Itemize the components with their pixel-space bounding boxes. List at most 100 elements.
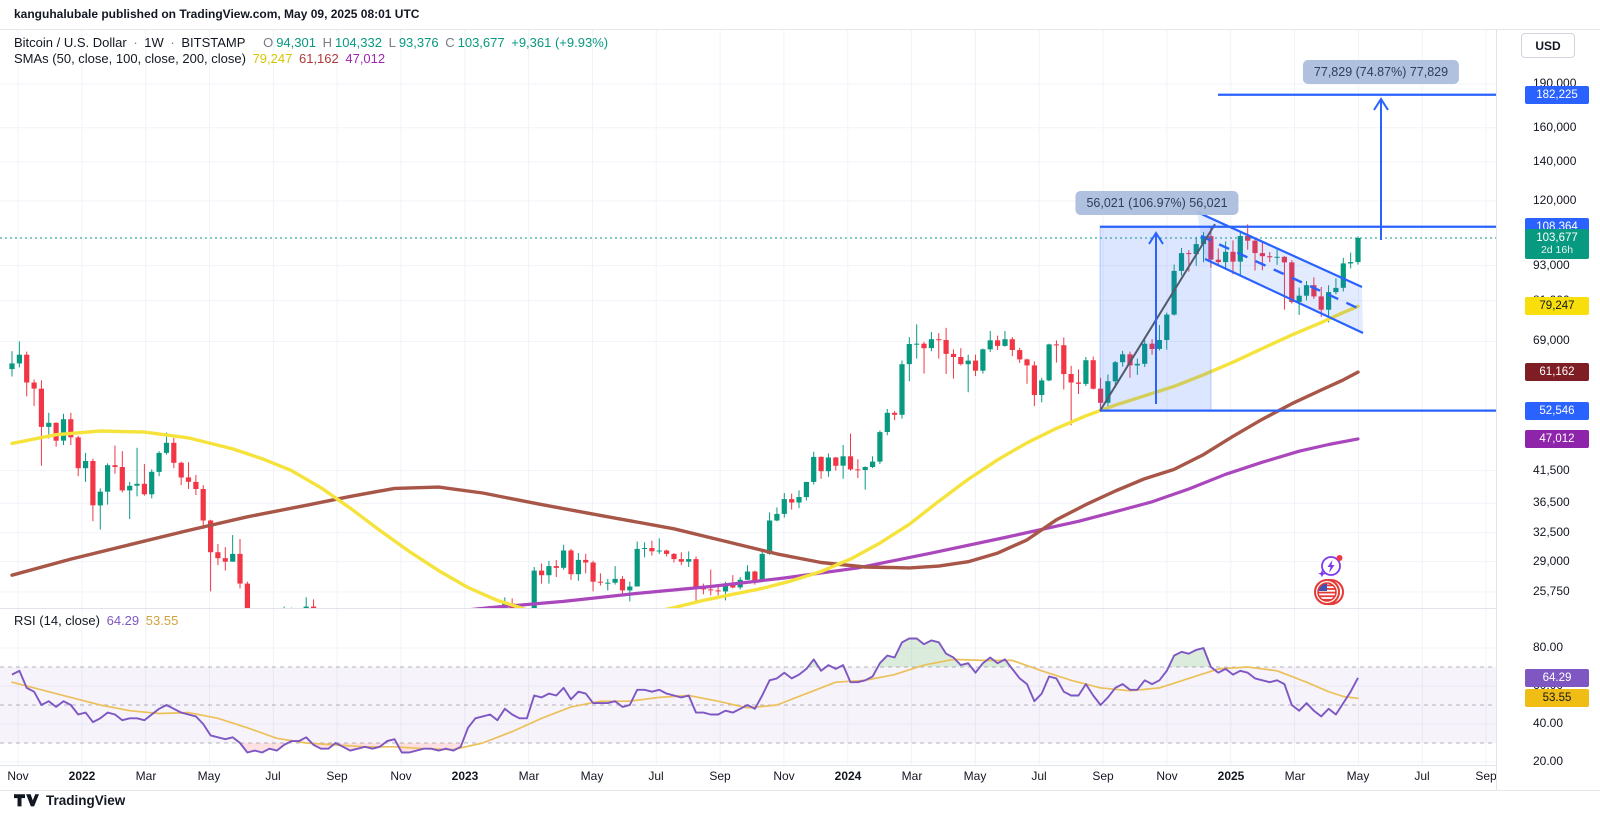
time-label-Mar: Mar <box>135 769 157 783</box>
high-value: 104,332 <box>334 35 382 50</box>
price-label-79,247: 79,247 <box>1525 297 1589 315</box>
sma-legend: SMAs (50, close, 100, close, 200, close)… <box>14 51 388 66</box>
channel-mid-line <box>1200 234 1363 312</box>
price-tick-93,000: 93,000 <box>1533 258 1570 272</box>
idea-badges[interactable] <box>1314 553 1354 609</box>
rsi-oversold-fill <box>240 743 463 753</box>
time-axis-separator <box>0 765 1496 766</box>
currency-toggle-button[interactable]: USD <box>1521 33 1575 58</box>
sma-legend-label[interactable]: SMAs (50, close, 100, close, 200, close) <box>14 51 246 66</box>
rsi-overbought-fill <box>807 638 1211 667</box>
time-label-Mar: Mar <box>1284 769 1306 783</box>
time-label-Nov: Nov <box>1156 769 1178 783</box>
price-tick-29,000: 29,000 <box>1533 554 1570 568</box>
flag-badge-icon[interactable] <box>1314 578 1344 606</box>
change-value: +9,361 (+9.93%) <box>511 35 609 50</box>
price-tick-32,500: 32,500 <box>1533 525 1570 539</box>
time-label-May: May <box>197 769 221 783</box>
rsi-legend: RSI (14, close) 64.29 53.55 <box>14 613 181 628</box>
time-label-May: May <box>580 769 604 783</box>
price-tick-140,000: 140,000 <box>1533 154 1577 168</box>
time-axis[interactable]: Nov 2022 Mar May Jul Sep Nov 2023 Mar May Jul Sep No… <box>0 765 1496 790</box>
close-key: C <box>445 35 455 50</box>
rsi-legend-label[interactable]: RSI (14, close) <box>14 613 100 628</box>
header-divider <box>0 29 1600 30</box>
time-label-Sep: Sep <box>709 769 731 783</box>
time-label-2025: 2025 <box>1217 769 1245 783</box>
grid-layer <box>0 30 1496 765</box>
time-label-2024: 2024 <box>834 769 862 783</box>
tradingview-logo-icon <box>14 794 39 807</box>
symbol-exchange: BITSTAMP <box>181 35 246 50</box>
time-label-Sep: Sep <box>1475 769 1497 783</box>
published-byline: kanguhalubale published on TradingView.c… <box>14 7 420 21</box>
tradingview-logo[interactable]: TradingView <box>14 792 125 809</box>
boost-lightning-icon[interactable] <box>1318 553 1344 580</box>
tradingview-logo-text: TradingView <box>46 793 126 808</box>
trend-line <box>1099 223 1216 412</box>
arrow-up-icon <box>1148 231 1164 245</box>
price-tick-25,750: 25,750 <box>1533 584 1570 598</box>
sma100-value: 61,162 <box>298 51 339 66</box>
time-label-Sep: Sep <box>326 769 348 783</box>
rsi-value: 64.29 <box>106 613 140 628</box>
arrow-up-icon <box>1373 97 1389 111</box>
time-label-Jul: Jul <box>1414 769 1430 783</box>
time-label-2022: 2022 <box>68 769 96 783</box>
footer-divider <box>0 790 1600 791</box>
price-tick-120,000: 120,000 <box>1533 193 1577 207</box>
time-label-Nov: Nov <box>390 769 412 783</box>
symbol-title[interactable]: Bitcoin / U.S. Dollar <box>14 35 127 50</box>
sma100-line <box>10 370 1360 577</box>
bar-countdown: 2d 16h <box>1540 243 1574 256</box>
time-label-Nov: Nov <box>773 769 795 783</box>
measure-label-77829[interactable]: 77,829 (74.87%) 77,829 <box>1302 60 1460 84</box>
price-label-61,162: 61,162 <box>1525 363 1589 381</box>
chart-canvas[interactable] <box>0 30 1496 765</box>
time-label-Jul: Jul <box>1031 769 1047 783</box>
price-tick-69,000: 69,000 <box>1533 333 1570 347</box>
rsi-line <box>11 637 1359 754</box>
rsi-tick-80.00: 80.00 <box>1533 640 1564 654</box>
sma200-value: 47,012 <box>345 51 386 66</box>
open-key: O <box>263 35 274 50</box>
rsi-ma-line <box>11 658 1359 751</box>
sma50-value: 79,247 <box>252 51 293 66</box>
rsi-tick-40.00: 40.00 <box>1533 716 1564 730</box>
time-label-Sep: Sep <box>1092 769 1114 783</box>
time-label-Mar: Mar <box>901 769 923 783</box>
rsi-tick-20.00: 20.00 <box>1533 754 1564 768</box>
high-key: H <box>322 35 332 50</box>
rsi-label-53.55: 53.55 <box>1525 689 1589 707</box>
time-label-Jul: Jul <box>265 769 281 783</box>
time-label-Jul: Jul <box>648 769 664 783</box>
time-label-Mar: Mar <box>518 769 540 783</box>
sma200-line <box>470 437 1360 608</box>
rsi-ma-value: 53.55 <box>145 613 179 628</box>
measure-label-56021[interactable]: 56,021 (106.97%) 56,021 <box>1075 191 1239 215</box>
channel-top-line <box>1196 210 1363 289</box>
time-label-May: May <box>963 769 987 783</box>
low-value: 93,376 <box>398 35 439 50</box>
time-label-May: May <box>1346 769 1370 783</box>
close-value: 103,677 <box>457 35 505 50</box>
time-label-Nov: Nov <box>7 769 29 783</box>
symbol-interval[interactable]: 1W <box>144 35 164 50</box>
pane-separator[interactable] <box>0 608 1496 609</box>
price-label-47,012: 47,012 <box>1525 430 1589 448</box>
price-label-103,677: 103,677 2d 16h <box>1525 229 1589 259</box>
channel-bottom-line <box>1204 258 1364 334</box>
price-tick-41,500: 41,500 <box>1533 463 1570 477</box>
price-label-52,546: 52,546 <box>1525 402 1589 420</box>
rsi-label-64.29: 64.29 <box>1525 669 1589 687</box>
sma50-line <box>10 304 1360 608</box>
time-label-2023: 2023 <box>451 769 479 783</box>
price-tick-160,000: 160,000 <box>1533 120 1577 134</box>
price-axis[interactable]: USD 190,000160,000140,000120,00093,00081… <box>1496 30 1600 790</box>
open-value: 94,301 <box>276 35 316 50</box>
price-label-182,225: 182,225 <box>1525 86 1589 104</box>
low-key: L <box>388 35 396 50</box>
candles-layer <box>9 224 1361 608</box>
